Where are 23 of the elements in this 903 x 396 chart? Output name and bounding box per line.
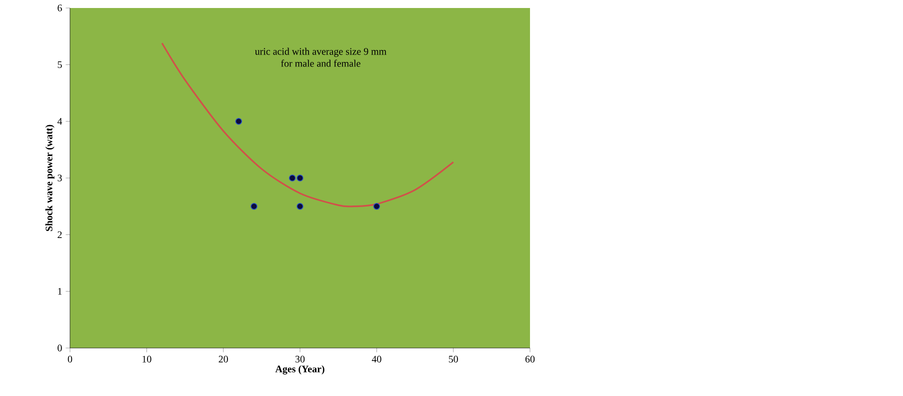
y-tick-label: 4 bbox=[57, 118, 62, 125]
x-tick-label: 10 bbox=[142, 356, 152, 362]
y-tick-label: 3 bbox=[58, 174, 62, 182]
y-axis-title: Shock wave power (watt) bbox=[45, 124, 54, 232]
y-tick-label: 6 bbox=[58, 4, 62, 12]
y-tick-label: 5 bbox=[58, 61, 62, 68]
x-tick-label: 0 bbox=[68, 356, 72, 362]
x-axis-title: Ages (Year) bbox=[275, 365, 324, 374]
point bbox=[296, 202, 304, 210]
point bbox=[288, 174, 296, 182]
point bbox=[250, 202, 258, 210]
x-tick-label: 30 bbox=[296, 356, 305, 362]
x-tick-label: 50 bbox=[448, 356, 458, 362]
point bbox=[235, 118, 242, 125]
x-tick-label: 20 bbox=[218, 356, 228, 362]
y-tick-label: 0 bbox=[58, 344, 62, 352]
x-tick-label: 40 bbox=[372, 356, 382, 362]
annotation: uric acid with average size 9 mm for male and female bbox=[254, 48, 386, 67]
y-tick-label: 1 bbox=[58, 288, 62, 295]
point bbox=[296, 174, 304, 182]
point bbox=[373, 202, 380, 210]
y-tick-label: 2 bbox=[58, 231, 62, 238]
x-tick-label: 60 bbox=[525, 356, 535, 362]
